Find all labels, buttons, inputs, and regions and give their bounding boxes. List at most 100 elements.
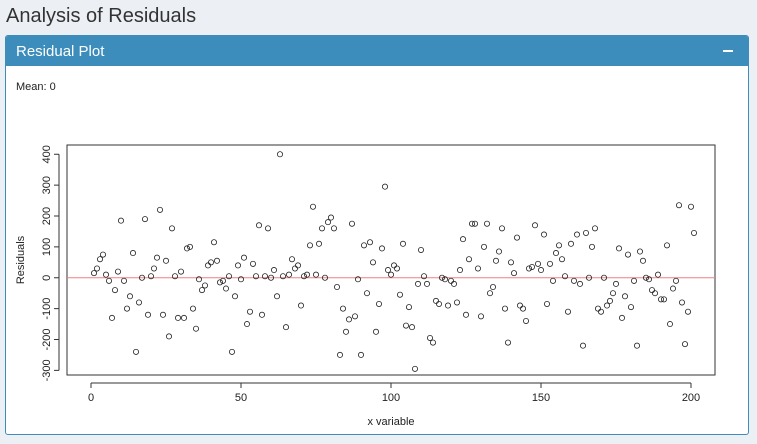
data-point: [165, 333, 172, 340]
data-point: [673, 277, 680, 284]
data-point: [348, 220, 355, 227]
data-point: [273, 293, 280, 300]
data-point: [619, 314, 626, 321]
data-point: [351, 313, 358, 320]
data-point: [138, 274, 145, 281]
data-point: [447, 277, 454, 284]
data-point: [547, 260, 554, 267]
data-point: [294, 262, 301, 269]
data-point: [297, 302, 304, 309]
data-point: [438, 274, 445, 281]
data-point: [640, 257, 647, 264]
minus-icon[interactable]: [718, 41, 738, 61]
data-point: [156, 206, 163, 213]
data-point: [336, 351, 343, 358]
data-point: [243, 321, 250, 328]
data-point: [685, 308, 692, 315]
data-point: [237, 276, 244, 283]
data-point: [420, 273, 427, 280]
data-point: [664, 242, 671, 249]
y-tick-label: -200: [41, 328, 53, 350]
data-point: [661, 296, 668, 303]
data-point: [141, 216, 148, 223]
data-point: [153, 254, 160, 261]
data-point: [180, 314, 187, 321]
data-point: [267, 274, 274, 281]
data-point: [399, 240, 406, 247]
data-point: [321, 274, 328, 281]
y-tick-label: 200: [41, 207, 53, 225]
data-point: [510, 270, 517, 277]
data-point: [219, 277, 226, 284]
data-point: [360, 242, 367, 249]
y-tick-label: 0: [41, 275, 53, 281]
data-point: [324, 219, 331, 226]
data-point: [168, 225, 175, 232]
data-point: [408, 324, 415, 331]
data-point: [568, 240, 575, 247]
data-point: [414, 280, 421, 287]
data-point: [532, 222, 539, 229]
data-point: [276, 151, 283, 158]
data-point: [177, 268, 184, 275]
data-point: [288, 256, 295, 263]
data-point: [658, 296, 665, 303]
data-point: [429, 339, 436, 346]
data-point: [384, 267, 391, 274]
data-point: [342, 328, 349, 335]
data-point: [423, 280, 430, 287]
data-point: [613, 280, 620, 287]
data-point: [670, 285, 677, 292]
data-point: [147, 273, 154, 280]
data-point: [471, 220, 478, 227]
data-point: [396, 291, 403, 298]
data-point: [255, 222, 262, 229]
mean-text: Mean: 0: [16, 81, 56, 93]
data-point: [357, 351, 364, 358]
data-point: [366, 239, 373, 246]
data-point: [345, 316, 352, 323]
data-point: [282, 324, 289, 331]
data-point: [676, 202, 683, 209]
data-point: [492, 257, 499, 264]
plot-frame: [66, 144, 716, 376]
data-point: [405, 304, 412, 311]
data-point: [571, 277, 578, 284]
data-point: [234, 262, 241, 269]
data-point: [586, 274, 593, 281]
data-point: [183, 245, 190, 252]
data-point: [261, 273, 268, 280]
y-tick-label: -300: [41, 359, 53, 381]
data-point: [279, 273, 286, 280]
data-point: [520, 305, 527, 312]
data-point: [198, 287, 205, 294]
data-point: [118, 217, 125, 224]
data-point: [550, 277, 557, 284]
data-point: [483, 220, 490, 227]
data-point: [252, 273, 259, 280]
data-point: [688, 203, 695, 210]
y-tick-label: 400: [41, 145, 53, 163]
data-point: [393, 265, 400, 272]
data-point: [504, 339, 511, 346]
data-point: [306, 242, 313, 249]
data-point: [309, 203, 316, 210]
page-title: Analysis of Residuals: [6, 5, 197, 27]
data-point: [159, 311, 166, 318]
data-point: [390, 262, 397, 269]
data-point: [94, 265, 101, 272]
data-point: [453, 299, 460, 306]
data-point: [264, 225, 271, 232]
data-point: [598, 308, 605, 315]
data-point: [204, 262, 211, 269]
data-point: [553, 250, 560, 257]
data-point: [474, 265, 481, 272]
x-tick-label: 200: [682, 392, 700, 404]
data-point: [315, 240, 322, 247]
data-point: [583, 229, 590, 236]
data-point: [691, 229, 698, 236]
data-point: [507, 259, 514, 266]
x-tick-label: 0: [88, 392, 94, 404]
data-point: [637, 248, 644, 255]
data-point: [513, 234, 520, 241]
